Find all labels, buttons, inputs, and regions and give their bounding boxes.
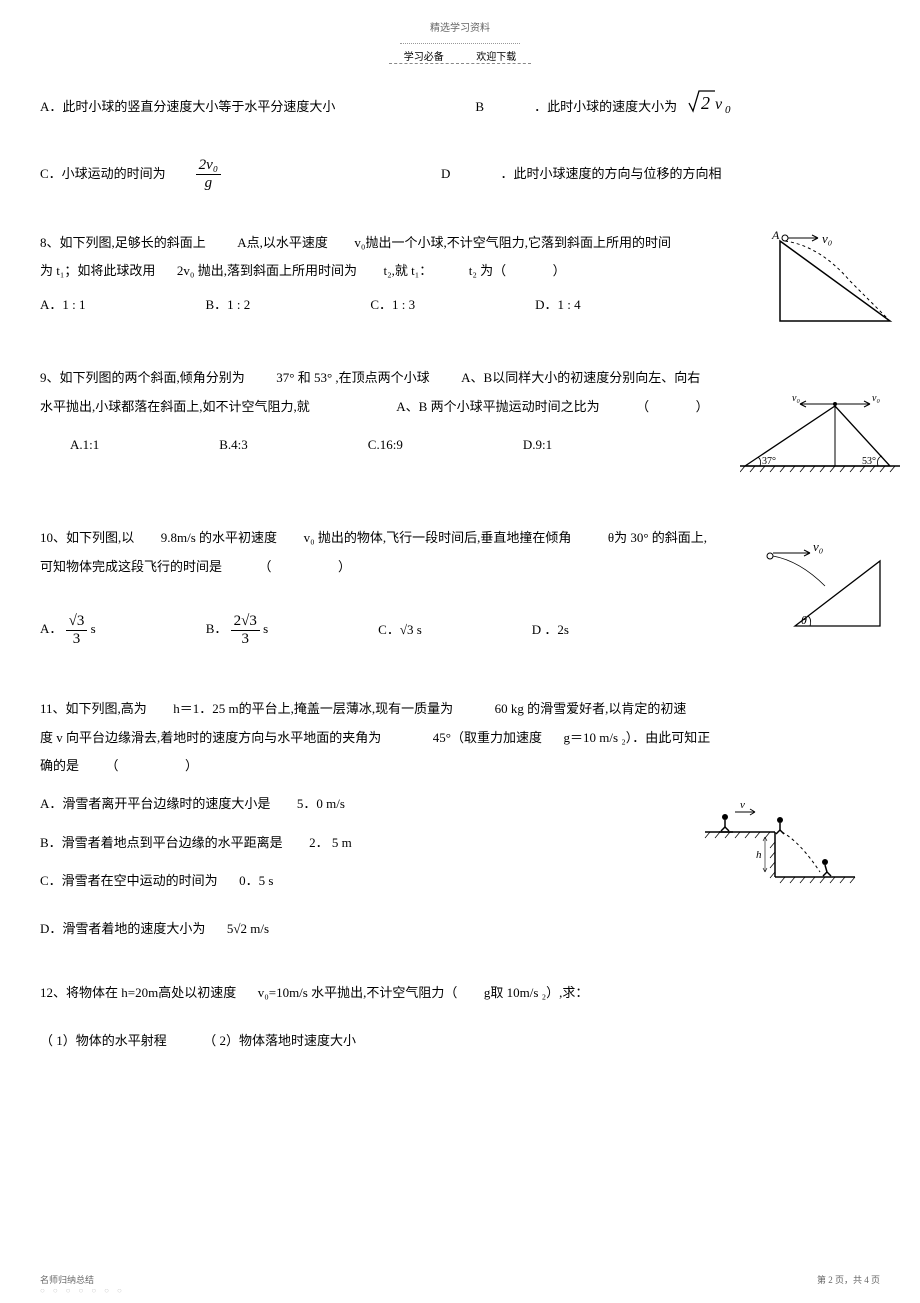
header-divider xyxy=(400,43,520,44)
q11-l1a: 11、如下列图,高为 xyxy=(40,701,147,716)
q10-fig-v: v₀ xyxy=(813,541,823,554)
q9-opt-a: A.1:1 xyxy=(70,433,99,456)
q8-l1c: v₀抛出一个小球,不计空气阻力,它落到斜面上所用的时间 xyxy=(354,235,671,250)
q11-opt-b-val: 2． 5 m xyxy=(309,835,352,850)
q7-formula-sqrt2v0: 2 v 0 xyxy=(687,87,737,127)
question-9: 9、如下列图的两个斜面,倾角分别为 37° 和 53° ,在顶点两个小球 A、B… xyxy=(40,366,880,456)
question-7: A．此时小球的竖直分速度大小等于水平分速度大小 B ．此时小球的速度大小为 2 … xyxy=(40,87,880,191)
q11-opt-a-val: 5．0 m/s xyxy=(297,796,345,811)
q9-figure: 37° 53° v₀ v₀ xyxy=(740,396,900,476)
q9-opt-c: C.16:9 xyxy=(368,433,403,456)
doc-header-top: 精选学习资料 xyxy=(40,20,880,38)
question-12: 12、将物体在 h=20m高处以初速度 v₀=10m/s 水平抛出,不计空气阻力… xyxy=(40,981,880,1053)
q8-l1a: 8、如下列图,足够长的斜面上 xyxy=(40,235,206,250)
footer-dots: ○ ○ ○ ○ ○ ○ ○ xyxy=(40,1284,125,1298)
svg-text:v₀: v₀ xyxy=(792,396,800,404)
svg-text:v: v xyxy=(715,96,723,113)
q12-l2a: （ 1）物体的水平射程 xyxy=(40,1033,167,1048)
q12-l2b: （ 2）物体落地时速度大小 xyxy=(203,1033,356,1048)
svg-text:v: v xyxy=(740,799,745,811)
q10-l1d: θ为 30° 的斜面上, xyxy=(608,530,707,545)
q10-l1b: 9.8m/s 的水平初速度 xyxy=(161,530,277,545)
footer-right: 第 2 页，共 4 页 xyxy=(817,1272,880,1288)
svg-text:h: h xyxy=(756,849,762,861)
q9-opt-b: B.4:3 xyxy=(219,433,248,456)
q9-l2d: ） xyxy=(696,399,709,414)
q12-l1b: v₀=10m/s 水平抛出,不计空气阻力（ xyxy=(258,985,458,1000)
question-10: 10、如下列图,以 9.8m/s 的水平初速度 v₀ 抛出的物体,飞行一段时间后… xyxy=(40,526,880,647)
q11-l2b: 45°（取重力加速度 xyxy=(433,730,542,745)
q8-figure: A v₀ xyxy=(770,231,900,331)
q9-l2c: （ xyxy=(636,399,649,414)
q9-fig-53: 53° xyxy=(862,456,876,467)
q8-l2a: 为 t₁；如将此球改用 xyxy=(40,263,155,278)
q8-l2e: ） xyxy=(553,263,566,278)
q10-fig-theta: θ xyxy=(801,613,807,627)
q9-opt-d: D.9:1 xyxy=(523,433,552,456)
q7-opt-d-text: ．此时小球速度的方向与位移的方向相 xyxy=(500,162,721,185)
doc-subheader: 学习必备 欢迎下载 xyxy=(40,49,880,67)
q7-opt-d-label: D xyxy=(441,162,450,185)
q7-opt-b-text: ．此时小球的速度大小为 xyxy=(534,95,677,118)
q10-l1c: v₀ 抛出的物体,飞行一段时间后,垂直地撞在倾角 xyxy=(304,530,572,545)
q11-l3c: ） xyxy=(185,758,198,773)
q11-opt-c: C．滑雪者在空中运动的时间为 xyxy=(40,873,218,888)
q11-l3b: （ xyxy=(106,758,119,773)
q7-opt-c-formula: 2v₀ g xyxy=(196,157,221,191)
q11-opt-d: D．滑雪者着地的速度大小为 xyxy=(40,921,205,936)
q10-l2c: ） xyxy=(338,559,351,574)
q8-opt-a: A．1 : 1 xyxy=(40,293,86,316)
q11-opt-b: B．滑雪者着地点到平台边缘的水平距离是 xyxy=(40,835,283,850)
q8-fig-v: v₀ xyxy=(822,231,832,246)
q8-l1b: A点,以水平速度 xyxy=(237,235,328,250)
q11-opt-d-val: 5√2 m/s xyxy=(227,921,269,936)
q10-opt-c: C．√3 s xyxy=(378,618,422,641)
q11-l1c: 60 kg 的滑雪爱好者,以肯定的初速 xyxy=(495,701,687,716)
q11-l3a: 确的是 xyxy=(40,758,79,773)
q8-fig-a: A xyxy=(771,231,780,242)
q8-opt-c: C．1 : 3 xyxy=(370,293,415,316)
svg-text:2: 2 xyxy=(701,93,710,113)
q8-l2d: t₂ 为（ xyxy=(469,263,506,278)
q9-l2a: 水平抛出,小球都落在斜面上,如不计空气阻力,就 xyxy=(40,399,310,414)
q12-l1c: g取 10m/s ₂）,求： xyxy=(484,985,589,1000)
q10-figure: v₀ θ xyxy=(760,541,890,636)
q10-l2a: 可知物体完成这段飞行的时间是 xyxy=(40,559,222,574)
q10-opt-d: D ．2s xyxy=(532,618,569,641)
q10-opt-b: B． 2√33 s xyxy=(206,613,268,647)
q11-l2a: 度 v 向平台边缘滑去,着地时的速度方向与水平地面的夹角为 xyxy=(40,730,381,745)
svg-text:0: 0 xyxy=(725,104,731,115)
q11-l1b: h＝1．25 m的平台上,掩盖一层薄冰,现有一质量为 xyxy=(173,701,453,716)
q11-l2c: g＝10 m/s ₂）．由此可知正 xyxy=(563,730,710,745)
subheader-right: 欢迎下载 xyxy=(461,52,531,64)
q8-opt-d: D．1 : 4 xyxy=(535,293,581,316)
q11-opt-c-val: 0．5 s xyxy=(239,873,273,888)
q9-l2b: A、B 两个小球平抛运动时间之比为 xyxy=(396,399,599,414)
q10-l2b: （ xyxy=(259,559,272,574)
q11-figure: v h xyxy=(700,792,860,892)
q8-l2b: 2v₀ 抛出,落到斜面上所用时间为 xyxy=(177,263,357,278)
q7-opt-a: A．此时小球的竖直分速度大小等于水平分速度大小 xyxy=(40,95,335,118)
q10-l1a: 10、如下列图,以 xyxy=(40,530,134,545)
q8-l2c: t₂,就 t₁： xyxy=(383,263,432,278)
q8-opt-b: B．1 : 2 xyxy=(206,293,251,316)
subheader-left: 学习必备 xyxy=(389,52,459,64)
q9-l1b: 37° 和 53° ,在顶点两个小球 xyxy=(276,370,429,385)
svg-text:v₀: v₀ xyxy=(872,396,880,404)
q9-l1a: 9、如下列图的两个斜面,倾角分别为 xyxy=(40,370,245,385)
q9-fig-37: 37° xyxy=(762,456,776,467)
question-8: 8、如下列图,足够长的斜面上 A点,以水平速度 v₀抛出一个小球,不计空气阻力,… xyxy=(40,231,880,316)
q7-opt-c: C．小球运动的时间为 xyxy=(40,162,166,185)
q12-l1a: 12、将物体在 h=20m高处以初速度 xyxy=(40,985,236,1000)
q11-opt-a: A．滑雪者离开平台边缘时的速度大小是 xyxy=(40,796,270,811)
q7-opt-b-label: B xyxy=(475,95,484,118)
question-11: 11、如下列图,高为 h＝1．25 m的平台上,掩盖一层薄冰,现有一质量为 60… xyxy=(40,697,880,941)
q9-l1c: A、B以同样大小的初速度分别向左、向右 xyxy=(461,370,700,385)
q10-opt-a: A． √33 s xyxy=(40,613,96,647)
